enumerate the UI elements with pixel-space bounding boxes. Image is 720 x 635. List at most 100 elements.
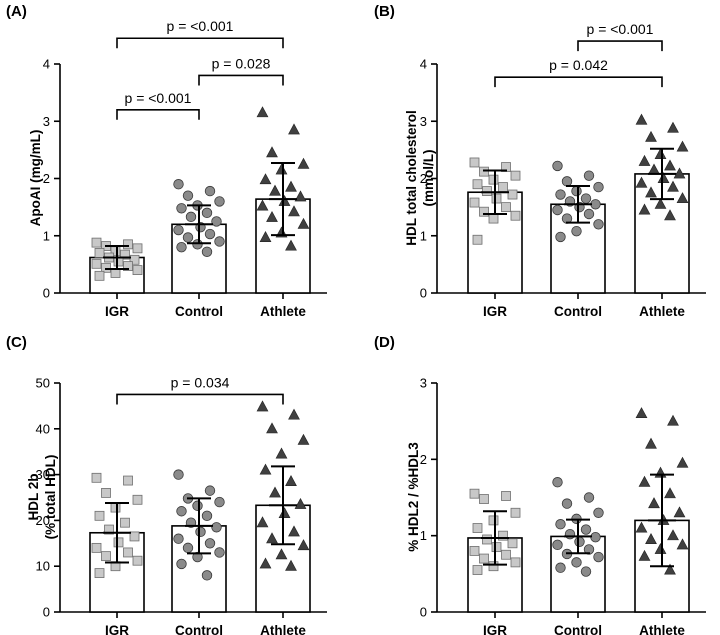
data-point [638,549,651,561]
data-point [638,154,651,166]
y-axis-label-line: (mmol/L) [421,150,436,207]
data-point [110,502,121,513]
data-point [269,486,281,498]
y-tick-label: 0 [420,605,427,620]
data-point [667,180,679,192]
x-tick-label: Athlete [260,623,306,635]
data-point [211,216,222,227]
data-point [285,239,297,251]
data-point [664,159,676,171]
data-point [294,190,307,202]
data-point [176,506,187,517]
data-point [510,507,521,518]
data-point [593,551,604,563]
data-point [580,524,592,535]
y-tick-label: 1 [43,228,50,243]
p-value-label: p = <0.001 [167,18,234,34]
data-point [469,488,480,499]
data-point [91,237,102,248]
data-point [561,176,573,187]
data-point [488,174,499,185]
p-value-label: p = 0.034 [171,374,230,390]
y-tick-label: 40 [36,421,50,436]
data-point [479,166,489,177]
data-point [667,529,679,541]
data-point [275,548,288,560]
data-point [132,265,143,276]
x-tick-label: Athlete [260,304,306,319]
data-point [192,239,203,250]
data-point [266,422,278,434]
y-tick-label: 3 [420,114,427,129]
data-point [583,170,595,181]
data-point [664,209,676,221]
data-point [580,566,592,577]
significance-bracket [577,40,663,52]
data-point [214,196,225,207]
data-point [482,186,492,196]
data-point [510,210,521,221]
y-tick-label: 0 [420,286,427,301]
x-tick-label: IGR [483,304,507,319]
data-point [182,232,194,243]
data-point [204,228,216,240]
data-point [113,537,124,548]
data-point [673,167,686,179]
y-tick-label: 4 [420,57,427,72]
data-point [555,189,566,200]
significance-bracket [116,37,284,49]
data-point [590,531,601,543]
data-point [214,496,225,508]
data-point [269,184,281,196]
y-axis-label-line: ApoAI (mg/mL) [28,130,43,227]
data-point [214,236,225,247]
data-point [664,487,676,499]
data-point [482,534,492,545]
data-point [593,507,604,518]
panel-0: (A) 0 1 2 3 4 ApoAI (mg/mL) IGR Control Athlete p … [6,3,327,319]
data-point [555,231,566,243]
data-point [472,179,483,190]
data-point [91,258,102,269]
data-point [285,475,297,486]
x-tick-label: Control [554,623,602,635]
data-point [195,526,206,538]
significance-bracket [116,393,284,405]
data-point [469,197,480,208]
data-point [507,189,518,200]
y-axis-label: HDL total cholesterol (mmol/L) [404,110,436,246]
panel-1: (B) 0 1 2 3 4 HDL total cholesterol (mmol/L) IGR… [374,3,706,319]
p-value-label: p = 0.028 [212,55,271,71]
y-axis-label-line: % HDL2 / %HDL3 [406,442,421,552]
data-point [645,186,657,198]
data-point [176,203,187,214]
data-point [571,557,582,568]
data-point [561,498,573,509]
data-point [278,194,291,206]
data-point [297,433,310,445]
data-point [123,475,133,486]
data-point [285,180,297,192]
data-point [204,485,216,496]
data-point [101,551,111,562]
x-tick-label: Athlete [639,304,685,319]
data-point [654,197,667,209]
data-point [472,523,483,533]
data-point [552,477,563,488]
y-tick-label: 1 [420,528,427,543]
data-point [101,488,111,498]
data-point [676,140,689,152]
data-point [201,570,213,581]
data-point [288,525,300,537]
data-point [593,181,604,193]
data-point [667,414,679,426]
x-tick-label: IGR [105,623,129,635]
data-point [94,568,105,578]
data-point [498,182,508,192]
data-point [667,121,679,133]
data-point [120,517,130,528]
data-point [645,437,657,449]
data-point [574,536,585,547]
data-point [278,507,291,519]
